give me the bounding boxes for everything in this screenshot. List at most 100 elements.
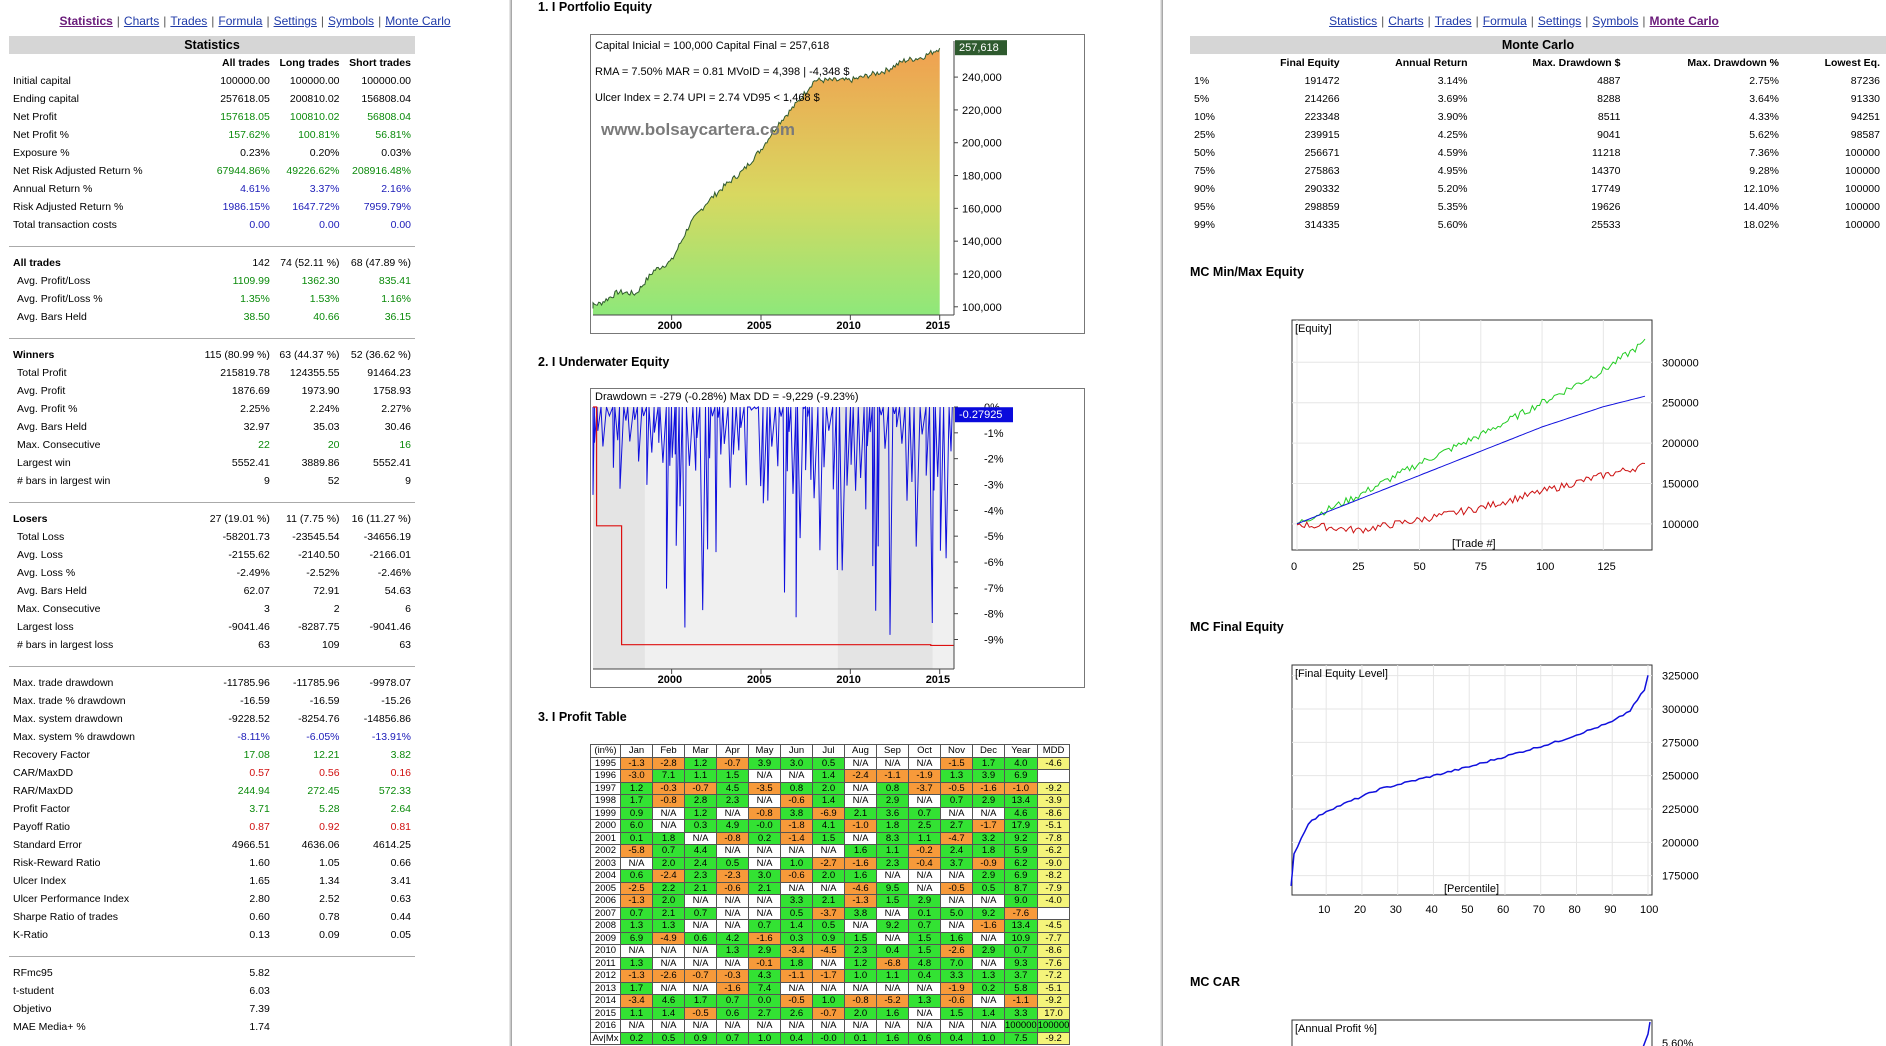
- column-header: Oct: [908, 744, 941, 758]
- cell-value: 56808.04: [367, 111, 411, 123]
- cell-value: 0.4: [908, 969, 941, 983]
- cell-value: 0.6: [620, 869, 653, 883]
- cell-value: 4.61%: [240, 183, 270, 195]
- cell-value: 3.14%: [1437, 75, 1468, 87]
- x-tick-label: 0: [1291, 561, 1297, 573]
- table-row: Losers 27 (19.01 %) 11 (7.75 %) 16 (11.27 %…: [9, 510, 415, 528]
- cell-value: 1.4: [812, 769, 845, 783]
- table-row: K-Ratio 0.13 0.09 0.05: [9, 926, 415, 944]
- row-year: Av|Mx: [590, 1031, 621, 1045]
- cell-value: 17.08: [243, 749, 270, 761]
- cell-value: -4.9: [652, 931, 685, 945]
- cell-value: N/A: [908, 794, 941, 808]
- cell-value: 2.3: [716, 794, 749, 808]
- cell-value: 12.21: [313, 749, 340, 761]
- y-tick-label: -8%: [984, 609, 1004, 621]
- row-label: Avg. Profit/Loss %: [17, 293, 103, 305]
- mc-minmax-chart: 0 25 50 75 100 125 100000 150000 200000 250000 300…: [1291, 319, 1699, 573]
- nav-separator: |: [378, 14, 382, 28]
- nav-link-settings[interactable]: Settings: [273, 14, 317, 28]
- row-label: Largest win: [17, 457, 71, 469]
- nav-link-formula[interactable]: Formula: [1482, 14, 1527, 28]
- cell-value: 1.0: [780, 856, 813, 870]
- row-year: 2003: [590, 856, 621, 870]
- column-header: Jun: [780, 744, 813, 758]
- nav-link-monte-carlo[interactable]: Monte Carlo: [385, 14, 451, 28]
- panel-divider[interactable]: [509, 0, 512, 1046]
- cell-value: -0.2: [908, 844, 941, 858]
- cell-value: N/A: [876, 1019, 909, 1033]
- cell-value: N/A: [940, 919, 973, 933]
- cell-value: 3.3: [780, 894, 813, 908]
- table-row: Avg. Profit/Loss % 1.35% 1.53% 1.16%: [9, 290, 415, 308]
- row-label: Avg. Profit %: [17, 403, 78, 415]
- cell-value: 1.1: [620, 1006, 653, 1020]
- cell-value: 223348: [1304, 111, 1340, 123]
- cell-value: -8.11%: [237, 731, 270, 743]
- cell-value: 100.81%: [298, 129, 340, 141]
- cell-value: 1.1: [908, 831, 941, 845]
- panel-divider[interactable]: [1160, 0, 1163, 1046]
- cell-value: 1647.72%: [292, 201, 340, 213]
- table-row: 75% 275863 4.95% 14370 9.28% 100000: [1190, 162, 1884, 180]
- nav-link-charts[interactable]: Charts: [123, 14, 160, 28]
- cell-value: 298859: [1304, 201, 1340, 213]
- cell-value: N/A: [972, 956, 1005, 970]
- cell-value: [274, 1000, 344, 1018]
- cell-value: -1.0: [844, 819, 877, 833]
- nav-link-symbols[interactable]: Symbols: [328, 14, 375, 28]
- row-label: K-Ratio: [13, 929, 49, 941]
- cell-value: 4887: [1597, 75, 1621, 87]
- cell-value: 2.16%: [381, 183, 411, 195]
- nav-link-monte-carlo[interactable]: Monte Carlo: [1649, 14, 1719, 28]
- cell-value: [344, 964, 415, 982]
- cell-value: N/A: [780, 881, 813, 895]
- cell-value: 0.4: [780, 1031, 813, 1045]
- cell-value: -1.6: [716, 981, 749, 995]
- table-row: 25% 239915 4.25% 9041 5.62% 98587: [1190, 126, 1884, 144]
- cell-value: N/A: [844, 781, 877, 795]
- nav-link-symbols[interactable]: Symbols: [1592, 14, 1639, 28]
- cell-value: 4.6: [652, 994, 685, 1008]
- row-label: Net Profit: [13, 111, 57, 123]
- cell-value: 1.3: [620, 956, 653, 970]
- cell-value: 2.25%: [240, 403, 270, 415]
- table-row: Max. Consecutive 3 2 6: [9, 600, 415, 618]
- plot-area: [1291, 319, 1653, 551]
- cell-value: -0.7: [812, 1006, 845, 1020]
- cell-value: N/A: [716, 806, 749, 820]
- column-header: All trades: [222, 57, 270, 69]
- y-tick-label: 200000: [1662, 837, 1699, 849]
- cell-value: 2.3: [684, 869, 717, 883]
- nav-link-settings[interactable]: Settings: [1537, 14, 1582, 28]
- nav-link-trades[interactable]: Trades: [170, 14, 208, 28]
- cell-value: 20: [327, 439, 340, 451]
- column-header: Feb: [652, 744, 685, 758]
- row-label: Avg. Bars Held: [17, 585, 87, 597]
- cell-value: N/A: [812, 981, 845, 995]
- cell-value: 63: [399, 639, 411, 651]
- cell-value: N/A: [716, 906, 749, 920]
- cell-value: 0.78: [319, 911, 340, 923]
- cell-value: 3.71: [249, 803, 270, 815]
- table-row: Total Loss -58201.73 -23545.54 -34656.19: [9, 528, 415, 546]
- nav-link-trades[interactable]: Trades: [1434, 14, 1472, 28]
- row-label: CAR/MaxDD: [13, 767, 74, 779]
- nav-link-formula[interactable]: Formula: [218, 14, 263, 28]
- nav-link-statistics[interactable]: Statistics: [59, 14, 113, 28]
- cell-value: 1.1: [876, 844, 909, 858]
- cell-value: 0.2: [972, 981, 1005, 995]
- nav-link-statistics[interactable]: Statistics: [1329, 14, 1378, 28]
- cell-value: 1.3: [940, 769, 973, 783]
- cell-value: 2.9: [748, 944, 781, 958]
- x-tick-label: 10: [1318, 904, 1330, 916]
- x-tick-label: 2010: [836, 320, 860, 332]
- row-year: 2011: [590, 956, 621, 970]
- cell-value: 11218: [1592, 147, 1621, 159]
- cell-value: -2.46%: [377, 567, 411, 579]
- group-separator: [9, 326, 415, 339]
- nav-link-charts[interactable]: Charts: [1388, 14, 1424, 28]
- statistics-header: Statistics: [9, 36, 415, 54]
- cell-value: -6.2: [1036, 844, 1071, 858]
- row-label: All trades: [13, 257, 61, 269]
